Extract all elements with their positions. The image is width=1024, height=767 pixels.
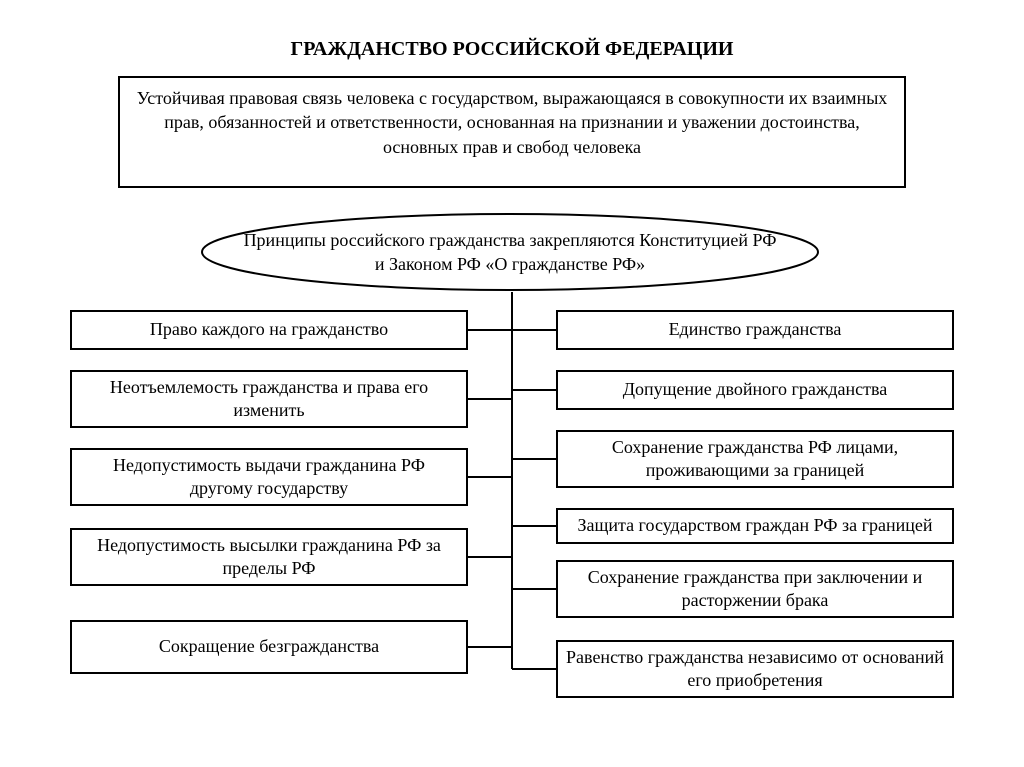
- right-item-0: Единство гражданства: [556, 310, 954, 350]
- right-item-2: Сохранение гражданства РФ лицами, прожив…: [556, 430, 954, 488]
- connector-line: [511, 292, 513, 310]
- definition-box: Устойчивая правовая связь человека с гос…: [118, 76, 906, 188]
- right-item-4: Сохранение гражданства при заключении и …: [556, 560, 954, 618]
- left-item-1: Неотъемлемость гражданства и права его и…: [70, 370, 468, 428]
- connector-line: [468, 556, 512, 558]
- left-item-4: Сокращение безгражданства: [70, 620, 468, 674]
- connector-line: [468, 329, 512, 331]
- principles-ellipse: Принципы российского гражданства закрепл…: [200, 212, 820, 292]
- left-item-0: Право каждого на гражданство: [70, 310, 468, 350]
- principles-text: Принципы российского гражданства закрепл…: [200, 212, 820, 292]
- connector-line: [511, 310, 513, 669]
- connector-line: [512, 525, 556, 527]
- connector-line: [512, 458, 556, 460]
- left-item-3: Недопустимость высылки гражданина РФ за …: [70, 528, 468, 586]
- connector-line: [468, 646, 512, 648]
- connector-line: [468, 398, 512, 400]
- diagram-root: ГРАЖДАНСТВО РОССИЙСКОЙ ФЕДЕРАЦИИ Устойчи…: [0, 0, 1024, 767]
- connector-line: [512, 329, 556, 331]
- connector-line: [468, 476, 512, 478]
- left-item-2: Недопустимость выдачи гражданина РФ друг…: [70, 448, 468, 506]
- connector-line: [512, 389, 556, 391]
- right-item-1: Допущение двойного гражданства: [556, 370, 954, 410]
- diagram-title: ГРАЖДАНСТВО РОССИЙСКОЙ ФЕДЕРАЦИИ: [0, 38, 1024, 61]
- connector-line: [512, 668, 556, 670]
- connector-line: [512, 588, 556, 590]
- right-item-3: Защита государством граждан РФ за границ…: [556, 508, 954, 544]
- right-item-5: Равенство гражданства независимо от осно…: [556, 640, 954, 698]
